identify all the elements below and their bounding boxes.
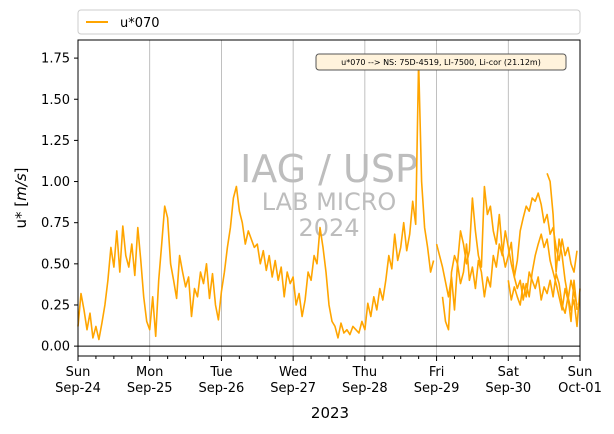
x-ticks: SunSep-24MonSep-25TueSep-26WedSep-27ThuS…	[55, 356, 602, 396]
series-line	[546, 173, 581, 328]
x-tick-label-date: Sep-28	[342, 381, 388, 396]
series-line	[507, 271, 578, 323]
y-tick-label: 0.50	[41, 257, 70, 272]
x-tick-label-day: Tue	[209, 365, 232, 380]
watermark-line-2: LAB MICRO	[262, 188, 397, 216]
y-tick-label: 1.00	[41, 175, 70, 190]
y-axis-title-unit: m/s	[12, 173, 30, 201]
grid-lines	[78, 40, 580, 356]
y-tick-label: 1.50	[41, 93, 70, 108]
y-axis-title: u* [m/s]	[12, 168, 30, 229]
watermark: IAG / USP LAB MICRO 2024	[240, 147, 418, 242]
x-tick-label-day: Thu	[352, 365, 377, 380]
x-tick-label-day: Sun	[66, 365, 91, 380]
y-tick-label: 1.25	[41, 134, 70, 149]
y-tick-label: 0.25	[41, 298, 70, 313]
y-tick-label: 0.00	[41, 340, 70, 355]
y-tick-label: 1.75	[41, 52, 70, 67]
annotation-frame	[315, 53, 567, 71]
legend-label: u*070	[120, 16, 160, 31]
series-line	[77, 60, 435, 341]
x-tick-label-date: Sep-27	[270, 381, 316, 396]
watermark-line-3: 2024	[298, 214, 359, 242]
legend-frame	[77, 9, 581, 35]
x-tick-label-day: Wed	[279, 365, 307, 380]
series-line	[435, 230, 578, 311]
annotation-text: u*070 --> NS: 75D-4519, LI-7500, Li-cor …	[341, 58, 541, 67]
x-tick-label-date: Oct-01	[558, 381, 602, 396]
x-tick-label-date: Sep-24	[55, 381, 101, 396]
x-tick-label-date: Sep-29	[414, 381, 460, 396]
y-axis-title-quantity: u* [	[12, 201, 30, 229]
x-tick-label-day: Sat	[498, 365, 519, 380]
x-tick-label-date: Sep-26	[199, 381, 245, 396]
series-lines	[77, 60, 581, 341]
x-tick-label-day: Fri	[429, 365, 445, 380]
x-tick-label-day: Mon	[136, 365, 163, 380]
x-tick-label-date: Sep-25	[127, 381, 173, 396]
annotation-box: u*070 --> NS: 75D-4519, LI-7500, Li-cor …	[315, 53, 567, 71]
y-axis-title-bracket: ]	[12, 168, 30, 174]
x-tick-label-date: Sep-30	[485, 381, 531, 396]
watermark-line-1: IAG / USP	[240, 147, 418, 191]
legend: u*070	[77, 9, 581, 35]
y-ticks: 0.00 0.25 0.50 0.75 1.00 1.25 1.50 1.75	[41, 52, 78, 355]
y-tick-label: 0.75	[41, 216, 70, 231]
x-axis-title: 2023	[311, 404, 349, 422]
x-tick-label-day: Sun	[568, 365, 593, 380]
